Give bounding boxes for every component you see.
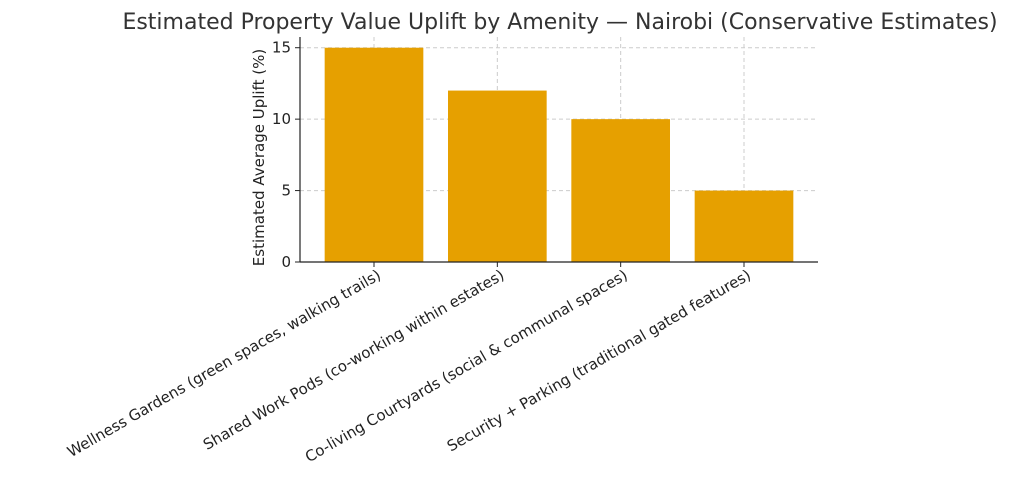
bar-0 (324, 47, 424, 262)
bar-1 (448, 90, 547, 262)
bars-group (324, 47, 794, 263)
bar-3 (694, 190, 794, 262)
y-ticks-group: 0 5 10 15 (272, 39, 300, 271)
y-tick-label-2: 10 (272, 110, 291, 128)
y-tick-label-3: 15 (272, 39, 291, 57)
bar-2 (571, 119, 670, 263)
x-labels-group: Wellness Gardens (green spaces, walking … (64, 262, 754, 466)
y-tick-label-0: 0 (281, 253, 291, 271)
y-tick-label-1: 5 (281, 182, 291, 200)
y-axis-label: Estimated Average Uplift (%) (250, 49, 268, 266)
chart-title: Estimated Property Value Uplift by Ameni… (122, 10, 997, 35)
